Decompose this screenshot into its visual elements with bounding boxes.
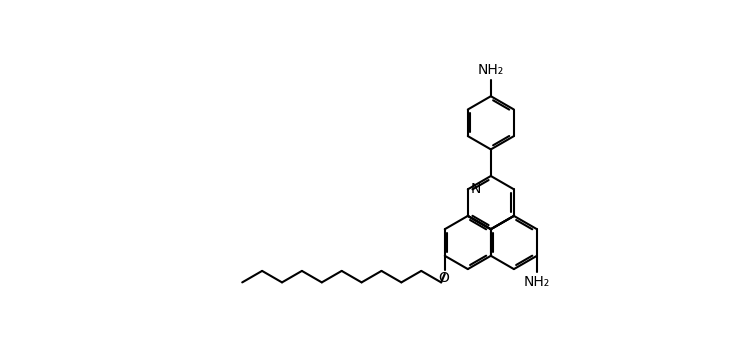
Text: O: O (438, 271, 450, 285)
Text: N: N (471, 182, 481, 196)
Text: NH₂: NH₂ (478, 63, 504, 77)
Text: NH₂: NH₂ (524, 275, 550, 289)
